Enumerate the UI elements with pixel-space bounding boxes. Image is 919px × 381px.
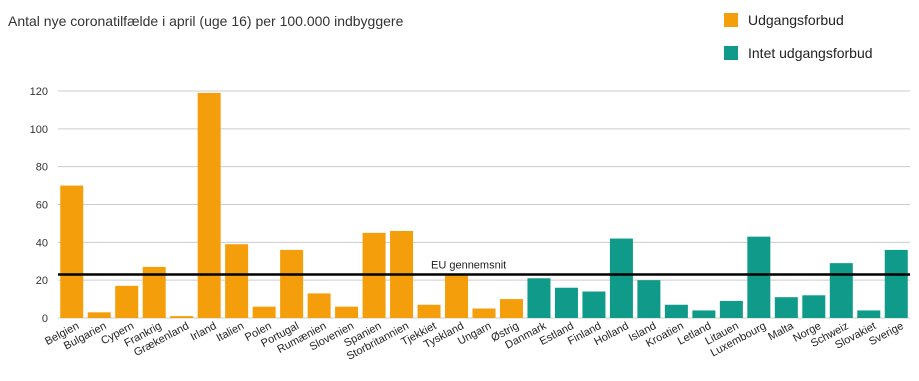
bar	[335, 306, 359, 318]
bar	[774, 297, 798, 318]
bar	[692, 310, 716, 318]
x-tick-label: Irland	[189, 320, 219, 344]
bar	[554, 287, 578, 318]
bar	[472, 308, 496, 318]
bar	[582, 291, 606, 318]
bar	[499, 299, 523, 318]
legend: Udgangsforbud Intet udgangsforbud	[724, 12, 873, 61]
y-tick-label: 20	[36, 275, 48, 287]
bar	[252, 306, 276, 318]
legend-label-intet-udgangsforbud: Intet udgangsforbud	[748, 45, 873, 61]
bar	[857, 310, 881, 318]
bar	[115, 285, 139, 318]
y-tick-label: 60	[36, 200, 48, 212]
y-tick-label: 100	[30, 124, 48, 136]
bar	[280, 249, 304, 318]
legend-swatch-intet-udgangsforbud	[724, 46, 738, 60]
bar	[307, 293, 331, 318]
gridlines	[58, 90, 910, 319]
y-tick-label: 0	[42, 313, 48, 325]
bar	[802, 295, 826, 318]
bar	[664, 304, 688, 318]
bar	[445, 274, 469, 318]
bar	[170, 316, 194, 318]
bar	[747, 236, 771, 318]
bar	[719, 300, 743, 318]
legend-swatch-udgangsforbud	[724, 13, 738, 27]
legend-label-udgangsforbud: Udgangsforbud	[748, 12, 844, 28]
bar	[142, 266, 166, 318]
bar	[829, 263, 853, 318]
bar	[60, 185, 84, 318]
bar	[197, 92, 221, 319]
bar	[87, 312, 111, 318]
y-tick-label: 120	[30, 86, 48, 98]
bar	[527, 278, 551, 318]
y-tick-label: 40	[36, 237, 48, 249]
bar	[225, 244, 249, 318]
y-tick-label: 80	[36, 162, 48, 174]
y-axis: 0 20 40 60 80 100 120	[30, 86, 48, 325]
x-tick-label: Italien	[214, 320, 246, 344]
bar	[417, 304, 441, 318]
chart-title: Antal nye coronatilfælde i april (uge 16…	[8, 13, 404, 29]
x-tick-label: Malta	[766, 320, 796, 344]
bar	[884, 249, 908, 318]
bars	[60, 92, 908, 319]
x-axis: BelgienBulgarienCypernFrankrigGrækenland…	[43, 320, 906, 363]
bar	[609, 238, 633, 318]
eu-average-label: EU gennemsnit	[431, 259, 506, 271]
bar	[637, 280, 661, 318]
